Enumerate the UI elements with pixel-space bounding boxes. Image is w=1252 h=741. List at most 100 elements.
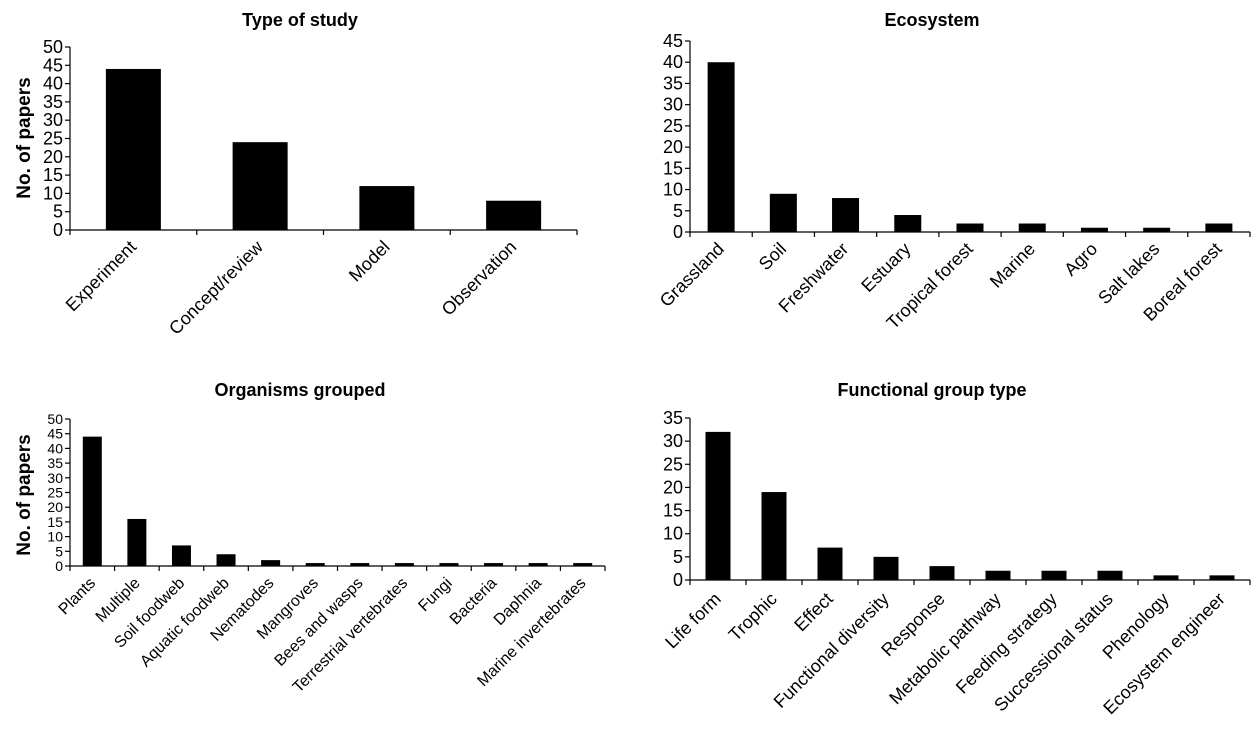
y-tick-label: 5 <box>673 201 683 221</box>
bar-salt-lakes <box>1143 227 1171 232</box>
y-tick-label: 45 <box>43 55 63 75</box>
y-tick-label: 30 <box>47 470 63 486</box>
bar-functional-diversity <box>873 556 899 580</box>
bar-life-form <box>705 431 731 580</box>
bar-freshwater <box>832 198 860 232</box>
y-tick-label: 10 <box>43 183 63 203</box>
y-tick-label: 45 <box>663 31 683 51</box>
y-tick-label: 5 <box>55 543 63 559</box>
x-category-label: Fungi <box>415 575 455 615</box>
x-category-label: Effect <box>790 589 836 635</box>
y-tick-label: 0 <box>673 222 683 242</box>
bar-estuary <box>894 215 922 232</box>
bar-daphnia <box>528 563 548 566</box>
y-tick-label: 10 <box>663 180 683 200</box>
y-tick-label: 40 <box>663 52 683 72</box>
x-category-label: Feeding strategy <box>952 589 1061 698</box>
bar-observation <box>486 200 542 230</box>
bar-fungi <box>439 563 459 566</box>
x-category-label: Soil <box>755 239 790 274</box>
x-category-label: Model <box>345 237 394 286</box>
chart-panel-1: Type of study No. of papers 05101520253035… <box>14 10 578 339</box>
bar-boreal-forest <box>1205 223 1233 232</box>
bar-nematodes <box>261 560 281 566</box>
y-tick-label: 35 <box>663 73 683 93</box>
bar-multiple <box>127 518 147 566</box>
y-tick-label: 10 <box>47 529 63 545</box>
y-tick-label: 25 <box>43 129 63 149</box>
y-tick-label: 15 <box>663 501 683 521</box>
x-category-label: Trophic <box>725 589 781 645</box>
x-category-label: Marine <box>986 239 1039 292</box>
bar-agro <box>1080 227 1108 232</box>
bar-tropical-forest <box>956 223 984 232</box>
x-category-label: Concept/review <box>165 236 268 339</box>
x-category-label: Observation <box>438 237 521 320</box>
y-tick-label: 10 <box>663 524 683 544</box>
x-category-label: Life form <box>661 589 725 653</box>
bar-terrestrial-vertebrates <box>394 563 414 566</box>
y-tick-label: 40 <box>47 440 63 456</box>
chart-title: Organisms grouped <box>214 380 385 400</box>
y-tick-label: 35 <box>47 455 63 471</box>
y-axis-label: No. of papers <box>14 434 35 555</box>
y-tick-label: 20 <box>47 499 63 515</box>
chart-panel-4: Functional group type 0 5 10 15 20 25 30 35 Life … <box>661 380 1251 718</box>
bar-aquatic-foodweb <box>216 554 236 566</box>
bar-phenology <box>1153 575 1179 580</box>
bar-marine <box>1018 223 1046 232</box>
y-tick-label: 0 <box>53 220 63 240</box>
bar-model <box>359 186 415 230</box>
y-tick-label: 15 <box>663 158 683 178</box>
bar-ecosystem-engineer <box>1209 575 1235 580</box>
bar-trophic <box>761 492 787 580</box>
y-tick-label: 15 <box>47 514 63 530</box>
bar-experiment <box>105 68 161 231</box>
chart-title: Ecosystem <box>884 10 979 30</box>
x-category-label: Experiment <box>62 237 141 316</box>
y-tick-label: 30 <box>663 431 683 451</box>
y-tick-label: 40 <box>43 74 63 94</box>
x-category-label: Bacteria <box>447 575 501 629</box>
y-tick-label: 30 <box>43 110 63 130</box>
y-axis-label: No. of papers <box>14 77 35 198</box>
chart-panel-3: Organisms grouped No. of papers 0510152025… <box>14 380 606 696</box>
y-tick-label: 5 <box>673 547 683 567</box>
x-category-label: Grassland <box>656 239 728 311</box>
bar-marine-invertebrates <box>573 563 593 566</box>
bar-soil-foodweb <box>171 545 191 566</box>
bar-feeding-strategy <box>1041 570 1067 580</box>
bar-successional-status <box>1097 570 1123 580</box>
y-tick-label: 50 <box>47 411 63 427</box>
y-tick-label: 25 <box>47 485 63 501</box>
bar-bacteria <box>484 563 504 566</box>
bar-bees-and-wasps <box>350 563 370 566</box>
y-tick-label: 20 <box>663 477 683 497</box>
bar-grassland <box>707 62 735 232</box>
y-tick-label: 25 <box>663 116 683 136</box>
bar-mangroves <box>305 563 325 566</box>
x-category-label: Plants <box>56 575 99 618</box>
y-tick-label: 35 <box>663 408 683 428</box>
x-category-label: Agro <box>1060 239 1101 280</box>
bar-soil <box>769 193 797 232</box>
y-tick-label: 0 <box>55 558 63 574</box>
bar-response <box>929 566 955 580</box>
y-tick-label: 20 <box>43 147 63 167</box>
y-tick-label: 35 <box>43 92 63 112</box>
y-tick-label: 30 <box>663 95 683 115</box>
y-tick-label: 0 <box>673 570 683 590</box>
y-tick-label: 25 <box>663 454 683 474</box>
bar-metabolic-pathway <box>985 570 1011 580</box>
y-tick-label: 5 <box>53 202 63 222</box>
bar-plants <box>82 436 102 566</box>
y-tick-label: 15 <box>43 165 63 185</box>
chart-title: Functional group type <box>838 380 1027 400</box>
bar-concept-review <box>232 142 288 230</box>
x-category-label: Estuary <box>857 239 914 296</box>
bar-effect <box>817 547 843 580</box>
chart-title: Type of study <box>242 10 358 30</box>
